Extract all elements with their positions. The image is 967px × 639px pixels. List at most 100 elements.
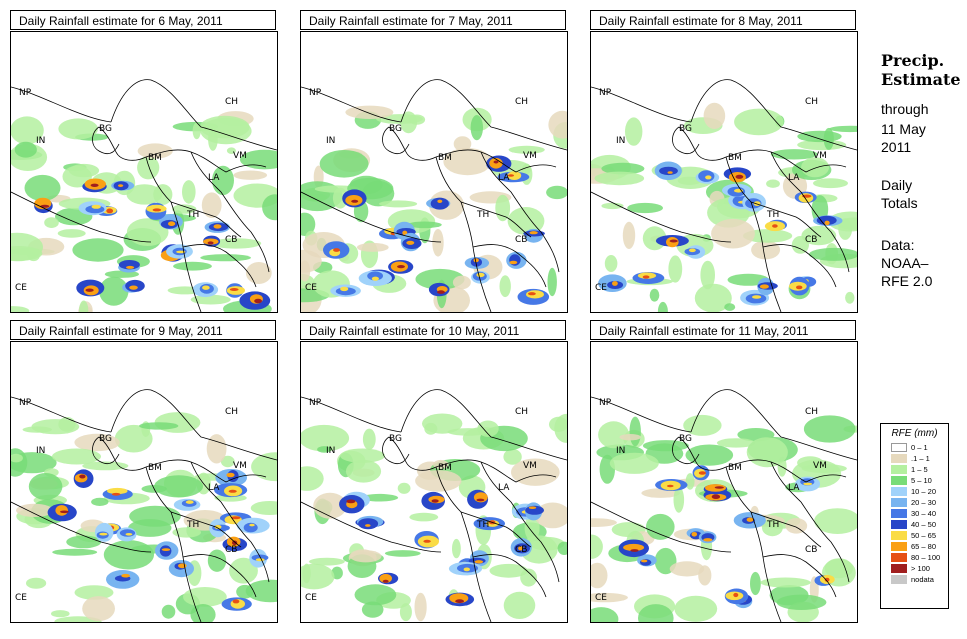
sidebar-heading: Precip. Estimate (881, 51, 961, 89)
rain-core (423, 539, 431, 543)
country-label: CH (805, 97, 818, 107)
country-label: CH (805, 407, 818, 417)
rain-core (118, 260, 140, 270)
border-line (472, 554, 547, 598)
legend-swatch (891, 487, 907, 496)
rain-core (161, 548, 171, 551)
through-text: through (881, 101, 929, 117)
border-line (388, 436, 437, 471)
rain-patch (432, 229, 444, 257)
rain-patch (114, 424, 153, 453)
country-label: CB (515, 235, 527, 245)
legend-row: 20 – 30 (881, 497, 948, 508)
rain-core (507, 174, 514, 177)
country-label: LA (788, 483, 800, 493)
rain-patch (161, 604, 176, 619)
rain-patch (57, 229, 86, 238)
rain-patch (103, 540, 154, 570)
country-label: CH (225, 407, 238, 417)
rain-patch (591, 592, 628, 603)
legend-row: 50 – 65 (881, 530, 948, 541)
border-line (770, 151, 850, 273)
legend-swatch (891, 465, 907, 474)
rain-core (231, 516, 241, 520)
country-label: CH (515, 407, 528, 417)
rain-patch (200, 254, 251, 262)
rain-core (379, 573, 392, 583)
rain-patch (245, 579, 277, 603)
rain-patch (361, 601, 384, 618)
rain-patch (345, 459, 382, 483)
rain-patch (262, 194, 277, 221)
rain-core (689, 248, 696, 253)
border-line (690, 79, 857, 151)
rain-patch (443, 148, 492, 176)
rainfall-map: NP CH IN BG BM VM LA TH CB CE (300, 31, 568, 313)
border-line (382, 126, 410, 155)
rain-core (714, 486, 724, 489)
border-line (678, 436, 727, 471)
rain-core (824, 577, 830, 582)
country-label: TH (186, 210, 199, 220)
rain-core (529, 231, 538, 235)
country-label: VM (523, 151, 537, 161)
rain-patch (379, 200, 418, 208)
legend-label: 50 – 65 (911, 531, 937, 540)
rain-patch (356, 242, 389, 252)
rain-patch (452, 275, 471, 290)
country-label: VM (813, 461, 827, 471)
rain-patch (26, 577, 47, 589)
rainfall-map: NP CH IN BG BM VM LA TH CB CE (10, 341, 278, 623)
rain-patch (251, 452, 277, 482)
border-line (182, 554, 257, 598)
rain-field (301, 105, 567, 312)
rain-core (55, 505, 68, 516)
border-line (170, 201, 242, 238)
rain-patch (594, 171, 645, 186)
legend-row: 10 – 20 (881, 486, 948, 497)
country-label: CB (225, 545, 237, 555)
rain-patch (397, 482, 411, 494)
legend-swatch (891, 564, 907, 573)
legend-swatch (891, 443, 907, 452)
border-line (145, 466, 202, 622)
rain-field (301, 413, 567, 622)
rain-core (752, 295, 762, 299)
rain-patch (207, 549, 227, 572)
map-panel: Daily Rainfall estimate for 8 May, 2011 … (590, 10, 858, 313)
rain-patch (301, 260, 311, 282)
rain-patch (206, 434, 227, 464)
legend-label: > 100 (911, 564, 930, 573)
rain-core (228, 489, 237, 493)
country-label: BG (389, 124, 402, 134)
rain-patch (629, 416, 641, 447)
rain-patch (548, 110, 567, 139)
date-line: 11 May (881, 121, 926, 137)
country-borders (591, 79, 857, 312)
date-line: 2011 (881, 139, 912, 155)
border-line (725, 149, 847, 173)
rain-patch (415, 470, 462, 492)
rain-core (229, 288, 239, 291)
border-line (762, 554, 837, 598)
rain-core (365, 524, 371, 527)
rain-patch (190, 604, 216, 622)
rain-patch (743, 229, 793, 243)
rain-core (473, 258, 479, 263)
rain-patch (683, 414, 722, 436)
rain-patch (557, 541, 567, 555)
border-line (170, 511, 242, 548)
panel-title: Daily Rainfall estimate for 9 May, 2011 (10, 320, 276, 340)
rain-core (703, 538, 713, 542)
rain-core (382, 579, 389, 583)
rain-core (455, 599, 464, 604)
rain-core (518, 546, 524, 551)
rain-core (474, 560, 484, 564)
rain-patch (11, 246, 43, 261)
border-line (770, 461, 850, 583)
rain-core (669, 239, 678, 243)
border-line (400, 389, 567, 461)
rain-patch (24, 174, 61, 202)
rain-patch (685, 473, 695, 490)
rain-patch (507, 207, 545, 235)
